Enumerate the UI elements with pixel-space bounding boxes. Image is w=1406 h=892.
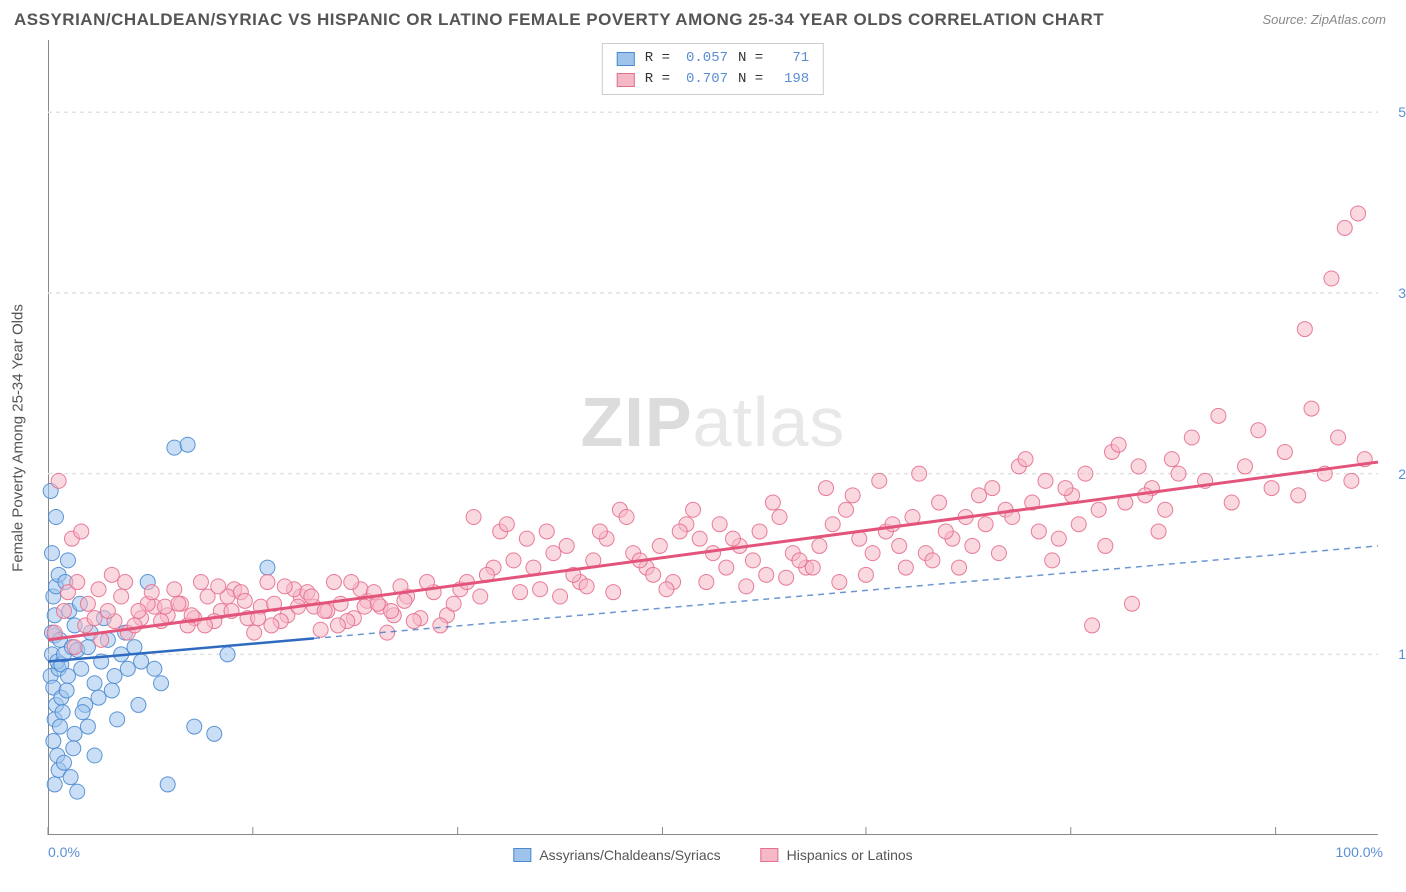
n-value-pink: 198: [773, 69, 809, 90]
chart-area: Female Poverty Among 25-34 Year Olds ZIP…: [48, 40, 1378, 835]
r-value-blue: 0.057: [680, 48, 728, 69]
legend-row-blue: R = 0.057 N = 71: [617, 48, 809, 69]
legend-item-blue: Assyrians/Chaldeans/Syriacs: [513, 847, 720, 863]
series-label-pink: Hispanics or Latinos: [787, 847, 913, 863]
n-label: N =: [738, 48, 763, 69]
legend-item-pink: Hispanics or Latinos: [761, 847, 913, 863]
y-axis-label: Female Poverty Among 25-34 Year Olds: [10, 304, 27, 572]
swatch-pink: [761, 848, 779, 862]
swatch-blue: [617, 52, 635, 66]
r-label: R =: [645, 69, 670, 90]
r-label: R =: [645, 48, 670, 69]
chart-title: ASSYRIAN/CHALDEAN/SYRIAC VS HISPANIC OR …: [14, 10, 1104, 30]
n-label: N =: [738, 69, 763, 90]
series-label-blue: Assyrians/Chaldeans/Syriacs: [539, 847, 720, 863]
trendline-layer: [48, 40, 1378, 835]
swatch-pink: [617, 73, 635, 87]
legend-row-pink: R = 0.707 N = 198: [617, 69, 809, 90]
series-legend: Assyrians/Chaldeans/Syriacs Hispanics or…: [513, 847, 912, 863]
swatch-blue: [513, 848, 531, 862]
n-value-blue: 71: [773, 48, 809, 69]
r-value-pink: 0.707: [680, 69, 728, 90]
source-attribution: Source: ZipAtlas.com: [1262, 12, 1386, 27]
correlation-legend: R = 0.057 N = 71 R = 0.707 N = 198: [602, 43, 824, 95]
